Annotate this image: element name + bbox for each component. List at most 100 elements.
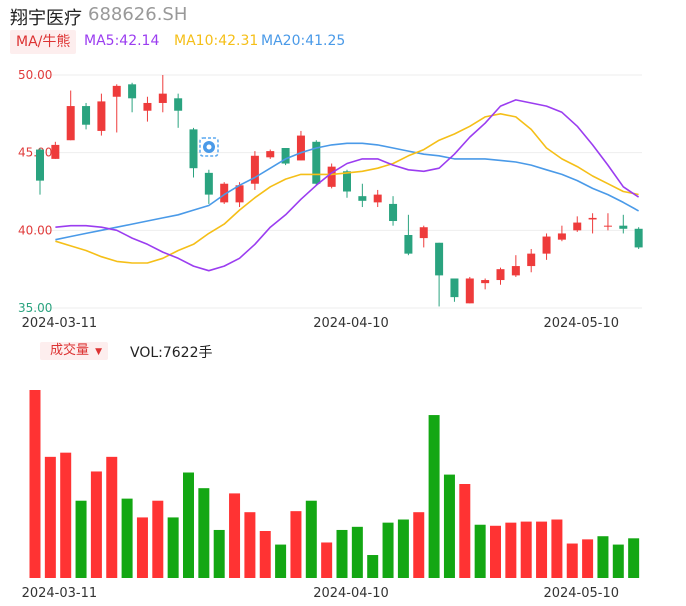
volume-bar	[152, 500, 164, 578]
volume-bar	[336, 529, 348, 578]
volume-bar	[29, 390, 41, 578]
ma-indicator-selector[interactable]: MA/牛熊	[10, 30, 77, 54]
volume-bar	[244, 512, 256, 578]
volume-bar	[351, 526, 363, 578]
candle-body	[143, 102, 152, 111]
ma20-value: MA20:41.25	[261, 33, 346, 49]
candle-body	[496, 269, 505, 281]
stock-code: 688626.SH	[88, 4, 188, 25]
volume-bar	[413, 512, 425, 578]
candle-body	[327, 166, 336, 187]
candle-body	[634, 228, 643, 248]
price-tick-label: 40.00	[18, 223, 52, 237]
candle-body	[174, 98, 183, 111]
candle-body	[158, 93, 167, 103]
volume-bar	[566, 543, 578, 578]
volume-bar	[490, 525, 501, 578]
candle-body	[542, 236, 551, 254]
candle-body	[235, 185, 244, 203]
volume-bar	[428, 415, 440, 578]
volume-bar	[474, 524, 486, 578]
volume-bar	[75, 500, 87, 578]
candle-body	[358, 196, 367, 201]
candle-body	[603, 225, 612, 227]
candle-body	[250, 155, 259, 184]
volume-bar	[551, 519, 563, 578]
volume-indicator-label: 成交量	[50, 343, 90, 358]
date-tick-label: 2024-03-11	[22, 316, 98, 331]
candle-body	[389, 203, 398, 222]
volume-bar	[275, 544, 287, 578]
volume-bar	[443, 474, 455, 578]
volume-bar	[183, 472, 194, 578]
event-marker-icon[interactable]	[199, 137, 219, 157]
ma5-value: MA5:42.14	[84, 33, 160, 49]
ma20-line	[55, 142, 639, 241]
candle-body	[112, 85, 121, 97]
volume-date-tick-label: 2024-05-10	[543, 586, 619, 601]
volume-bar	[397, 519, 409, 578]
volume-bar	[167, 517, 179, 578]
date-tick-label: 2024-04-10	[313, 316, 389, 331]
volume-bar	[90, 471, 102, 578]
volume-bar	[321, 542, 333, 578]
candle-body	[373, 194, 382, 203]
volume-bar	[582, 539, 594, 578]
volume-bar	[520, 521, 532, 578]
volume-bar	[628, 538, 640, 578]
candle-body	[204, 172, 213, 195]
date-axis-labels: 2024-03-11 2024-03-11 2024-04-10 2024-04-10…	[22, 316, 619, 601]
candle-body	[51, 144, 60, 159]
volume-bar	[367, 555, 379, 578]
candle-body	[435, 242, 444, 276]
stock-name: 翔宇医疗	[10, 8, 82, 29]
price-axis-labels: 50.00 45.00 40.00 35.00	[18, 68, 52, 315]
candle-body	[404, 234, 413, 254]
ma10-value: MA10:42.31	[174, 33, 259, 49]
ma5-line	[55, 99, 640, 272]
volume-bar	[505, 522, 517, 578]
volume-bar	[612, 544, 624, 578]
candle-body	[82, 106, 91, 125]
volume-bar	[536, 521, 548, 578]
candle-body	[66, 106, 75, 141]
volume-bar	[229, 493, 241, 578]
candle-body	[619, 225, 628, 229]
candle-body	[97, 101, 106, 131]
volume-bar	[305, 500, 317, 578]
volume-bar	[259, 531, 271, 578]
candle-body	[419, 227, 428, 239]
price-tick-label: 50.00	[18, 68, 52, 82]
price-tick-label: 45.00	[18, 146, 52, 160]
candle-body	[296, 135, 305, 161]
candle-body	[312, 141, 321, 184]
ma10-line	[55, 113, 639, 264]
volume-bar	[290, 511, 302, 578]
candle-body	[343, 171, 351, 192]
volume-date-tick-label: 2024-03-11	[22, 586, 98, 601]
volume-bar	[136, 517, 148, 578]
candle-body	[450, 278, 459, 298]
volume-bar	[459, 484, 471, 578]
volume-bar	[597, 536, 609, 578]
volume-date-tick-label: 2024-04-10	[313, 586, 389, 601]
volume-bar	[198, 488, 210, 578]
candlestick-series	[36, 75, 643, 307]
volume-value: VOL:7622手	[130, 345, 213, 361]
candle-body	[527, 253, 536, 267]
candle-body	[220, 183, 229, 203]
price-tick-label: 35.00	[18, 301, 52, 315]
volume-bar	[106, 456, 118, 578]
date-tick-label: 2024-05-10	[543, 316, 619, 331]
chevron-down-icon: ▼	[95, 347, 103, 357]
candle-body	[588, 217, 597, 220]
candle-body	[557, 233, 566, 240]
moving-average-lines	[55, 99, 640, 272]
volume-bar	[382, 522, 394, 578]
candle-body	[511, 266, 520, 276]
candle-body	[266, 151, 275, 158]
volume-indicator-selector[interactable]: 成交量 ▼	[40, 342, 109, 360]
candle-body	[128, 84, 137, 99]
candle-body	[481, 280, 490, 284]
